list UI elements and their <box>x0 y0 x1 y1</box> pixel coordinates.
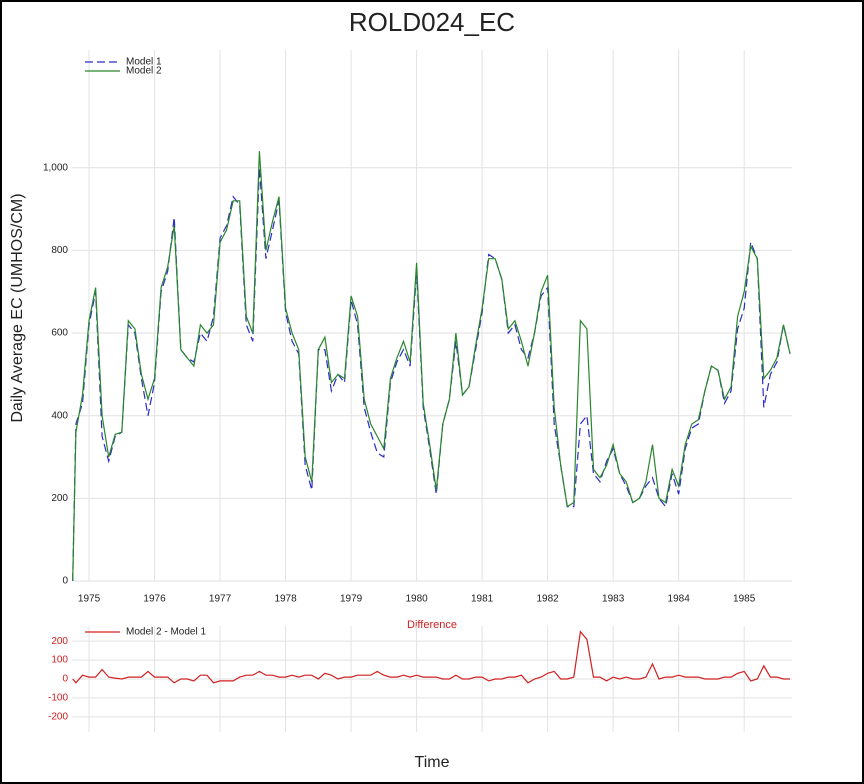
x-tick-label: 1978 <box>274 594 297 605</box>
y-tick-label: 200 <box>51 636 68 647</box>
x-tick-label: 1982 <box>537 594 560 605</box>
y-tick-label: 800 <box>51 245 68 256</box>
x-tick-label: 1981 <box>471 594 494 605</box>
panel-title: Difference <box>407 619 457 631</box>
x-tick-label: 1983 <box>602 594 625 605</box>
y-tick-label: 0 <box>62 576 68 587</box>
legend-label: Model 2 <box>126 66 162 77</box>
y-tick-label: 400 <box>51 410 68 421</box>
x-tick-label: 1979 <box>340 594 363 605</box>
y-tick-label: -200 <box>48 711 68 722</box>
x-tick-label: 1980 <box>405 594 428 605</box>
x-axis-label: Time <box>415 754 450 771</box>
legend-label: Model 1 <box>126 57 162 68</box>
x-tick-label: 1984 <box>668 594 691 605</box>
x-tick-label: 1985 <box>733 594 756 605</box>
legend-label: Model 2 - Model 1 <box>126 627 206 638</box>
series-line <box>72 151 791 582</box>
chart-title: ROLD024_EC <box>349 7 515 37</box>
y-tick-label: 200 <box>51 493 68 504</box>
y-tick-label: 100 <box>51 655 68 666</box>
x-tick-label: 1977 <box>209 594 232 605</box>
y-axis-label: Daily Average EC (UMHOS/CM) <box>9 193 26 422</box>
y-tick-label: 600 <box>51 328 68 339</box>
y-tick-label: 1,000 <box>43 162 68 173</box>
y-tick-label: -100 <box>48 693 68 704</box>
x-tick-label: 1976 <box>143 594 166 605</box>
y-tick-label: 0 <box>62 674 68 685</box>
series-line <box>72 630 790 684</box>
series-line <box>72 167 791 582</box>
x-tick-label: 1975 <box>78 594 101 605</box>
